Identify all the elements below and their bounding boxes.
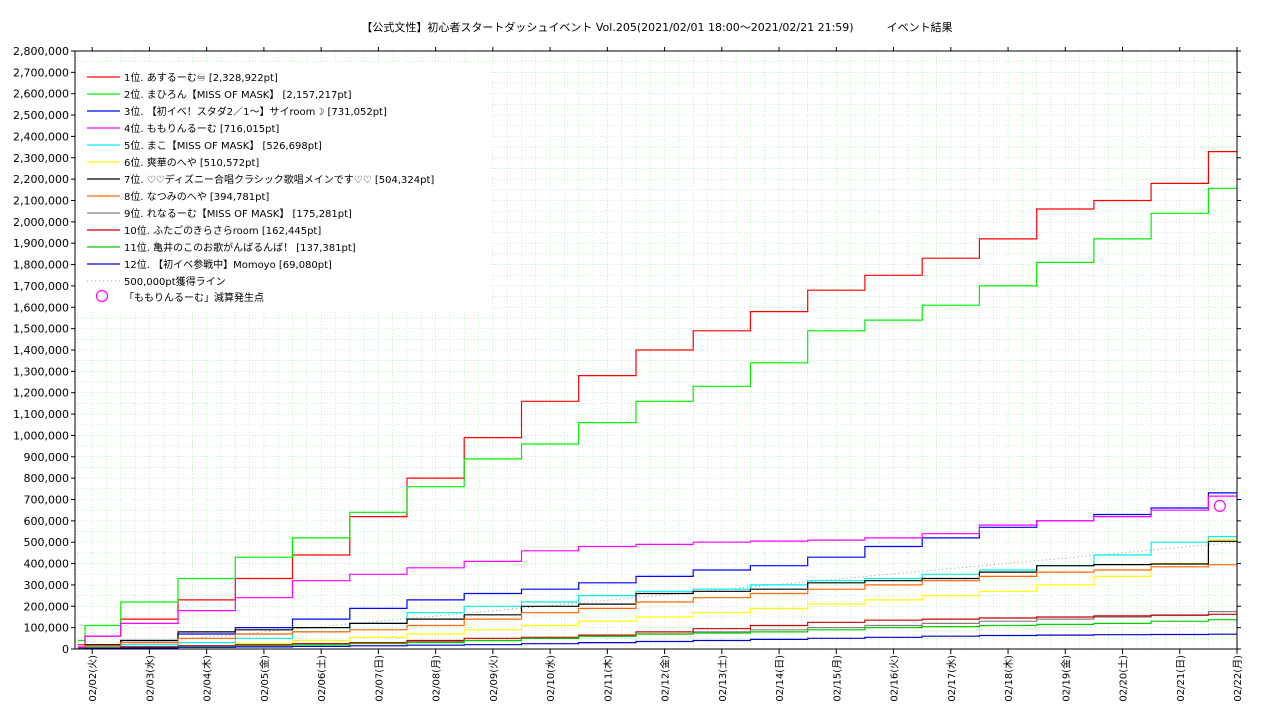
y-tick-label: 1,100,000 <box>13 408 69 421</box>
y-tick-label: 1,000,000 <box>13 429 69 442</box>
series-line-8 <box>77 564 1237 649</box>
x-tick-label: 02/03(水) <box>144 655 156 702</box>
y-tick-label: 2,200,000 <box>13 173 69 186</box>
y-tick-label: 1,200,000 <box>13 387 69 400</box>
x-tick-label: 02/13(土) <box>716 655 729 702</box>
y-tick-label: 2,700,000 <box>13 66 69 79</box>
x-tick-label: 02/02(火) <box>87 655 99 702</box>
gridlines <box>75 50 1238 650</box>
x-tick-label: 02/08(月) <box>431 655 443 702</box>
x-tick-label: 02/21(日) <box>1176 655 1187 702</box>
legend-label-7: 7位. ♡♡ディズニー合唱クラシック歌唱メインです♡♡ [504,324pt] <box>124 173 434 186</box>
x-tick-label: 02/17(水) <box>946 655 958 702</box>
y-tick-label: 2,600,000 <box>13 88 69 101</box>
x-tick-label: 02/11(木) <box>602 655 614 702</box>
y-tick-label: 400,000 <box>24 558 70 571</box>
legend-label-12: 12位. 【初イベ参戦中】Momoyo [69,080pt] <box>124 258 332 271</box>
legend-label-5: 5位. まこ【MISS OF MASK】 [526,698pt] <box>124 139 322 152</box>
y-tick-label: 2,400,000 <box>13 130 69 143</box>
legend-label-6: 6位. 爽華のへや [510,572pt] <box>124 156 259 169</box>
x-tick-label: 02/10(水) <box>545 655 557 702</box>
legend: 1位. あするーむ♾ [2,328,922pt] 2位. まひろん【MISS OF… <box>78 62 490 312</box>
y-tick-label: 700,000 <box>24 494 70 507</box>
legend-label-1: 1位. あするーむ♾ [2,328,922pt] <box>124 71 278 84</box>
x-tick-label: 02/05(金) <box>258 655 271 702</box>
legend-label-4: 4位. ももりんるーむ [716,015pt] <box>124 122 279 135</box>
legend-label-reference: 500,000pt獲得ライン <box>124 275 226 288</box>
x-tick-label: 02/18(木) <box>1003 655 1015 702</box>
y-tick-label: 600,000 <box>24 515 70 528</box>
series-line-2 <box>77 187 1237 642</box>
y-tick-label: 2,100,000 <box>13 195 69 208</box>
axes: 0 100,000 200,000 300,000 400,000 500,000 600,… <box>13 45 1244 702</box>
y-tick-label: 1,300,000 <box>13 365 69 378</box>
series-line-7 <box>77 540 1237 650</box>
chart-title: 【公式文性】初心者スタートダッシュイベント Vol.205(2021/02/01… <box>361 20 952 34</box>
y-tick-label: 2,800,000 <box>13 45 69 58</box>
x-tick-label: 02/07(日) <box>374 655 385 702</box>
y-tick-label: 200,000 <box>24 600 70 613</box>
y-tick-label: 1,800,000 <box>13 259 69 272</box>
y-tick-label: 800,000 <box>24 472 70 485</box>
legend-label-3: 3位. 【初イベ！スタダ2／1〜】サイroom☽ [731,052pt] <box>124 105 387 118</box>
y-tick-label: 1,500,000 <box>13 323 69 336</box>
y-tick-label: 1,600,000 <box>13 301 69 314</box>
y-tick-label: 2,300,000 <box>13 152 69 165</box>
y-tick-label: 500,000 <box>24 536 70 549</box>
x-tick-label: 02/22(月) <box>1232 655 1244 702</box>
legend-label-9: 9位. れなるーむ【MISS OF MASK】 [175,281pt] <box>124 207 352 220</box>
y-tick-label: 2,500,000 <box>13 109 69 122</box>
y-tick-label: 1,400,000 <box>13 344 69 357</box>
legend-label-8: 8位. なつみのへや [394,781pt] <box>124 190 269 203</box>
x-tick-label: 02/16(火) <box>889 655 901 702</box>
series-line-12 <box>77 633 1237 650</box>
x-tick-label: 02/15(月) <box>831 655 843 702</box>
legend-label-2: 2位. まひろん【MISS OF MASK】 [2,157,217pt] <box>124 88 352 101</box>
event-marker <box>1213 499 1226 513</box>
legend-label-10: 10位. ふたごのきらさらroom [162,445pt] <box>124 224 321 237</box>
y-tick-label: 1,700,000 <box>13 280 69 293</box>
y-tick-label: 0 <box>62 643 69 656</box>
series-line-1 <box>77 151 1237 646</box>
legend-label-11: 11位. 亀井のこのお歌がんばるんば！ [137,381pt] <box>124 241 356 254</box>
series-lines <box>77 151 1237 650</box>
legend-box <box>78 62 490 312</box>
x-tick-label: 02/19(金) <box>1059 655 1072 702</box>
x-tick-label: 02/12(金) <box>659 655 672 702</box>
series-line-4 <box>77 495 1237 648</box>
y-tick-label: 900,000 <box>24 451 70 464</box>
y-tick-label: 1,900,000 <box>13 237 69 250</box>
event-marker-circle <box>1213 499 1226 513</box>
legend-label-marker: 「ももりんるーむ」減算発生点 <box>124 291 264 304</box>
x-tick-label: 02/09(火) <box>488 655 500 702</box>
x-tick-label: 02/14(日) <box>775 655 786 702</box>
x-tick-label: 02/20(土) <box>1117 655 1130 702</box>
y-tick-label: 2,000,000 <box>13 216 69 229</box>
x-tick-label: 02/04(木) <box>202 655 214 702</box>
x-tick-label: 02/06(土) <box>315 655 328 702</box>
legend-swatch-marker <box>95 289 109 303</box>
y-tick-label: 300,000 <box>24 579 70 592</box>
y-tick-label: 100,000 <box>24 622 70 635</box>
